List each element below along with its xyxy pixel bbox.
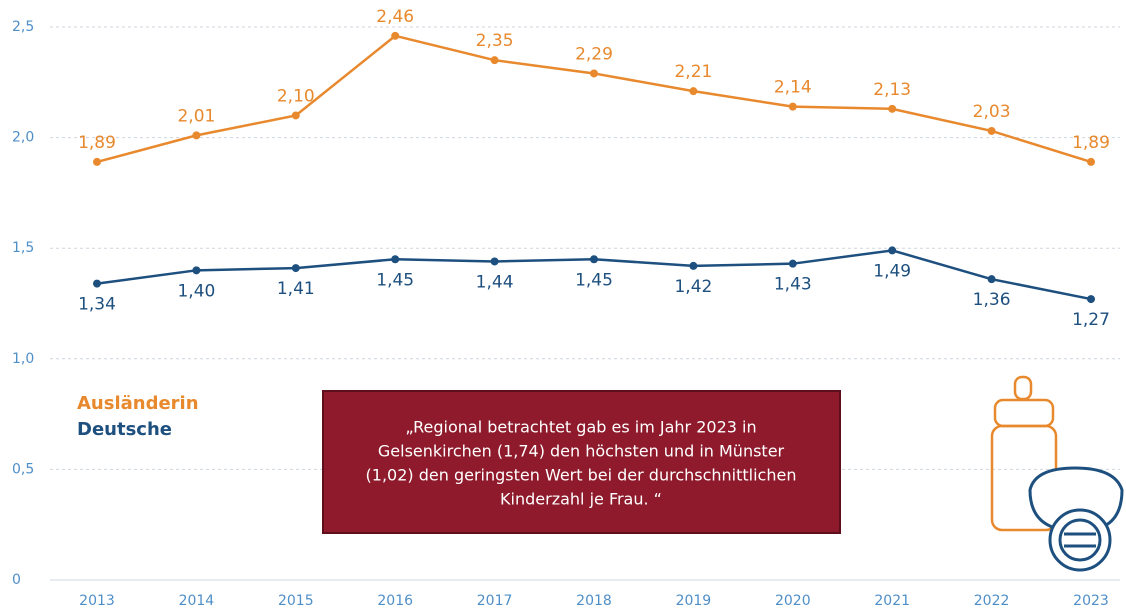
data-label: 1,42 — [674, 277, 712, 297]
data-label: 2,13 — [873, 80, 911, 100]
data-point — [689, 87, 697, 95]
x-tick-label: 2019 — [676, 593, 712, 609]
data-point — [292, 111, 300, 119]
y-tick-label: 0 — [12, 572, 21, 588]
pacifier-icon — [1030, 468, 1122, 570]
data-point — [689, 262, 697, 270]
data-point — [789, 103, 797, 111]
x-tick-label: 2020 — [775, 593, 811, 609]
data-label: 1,44 — [476, 272, 514, 292]
legend-entry: Ausländerin — [77, 393, 199, 414]
data-label: 1,45 — [575, 270, 613, 290]
x-tick-label: 2013 — [79, 593, 115, 609]
data-point — [590, 255, 598, 263]
data-point — [93, 280, 101, 288]
data-point — [988, 275, 996, 283]
data-label: 1,43 — [774, 275, 812, 295]
data-label: 1,41 — [277, 279, 315, 299]
data-point — [888, 105, 896, 113]
y-tick-label: 2,5 — [12, 19, 34, 35]
data-point — [590, 69, 598, 77]
data-label: 1,45 — [376, 270, 414, 290]
data-point — [789, 260, 797, 268]
data-label: 1,49 — [873, 261, 911, 281]
x-tick-label: 2017 — [477, 593, 513, 609]
data-point — [1087, 295, 1095, 303]
data-point — [192, 266, 200, 274]
chart: 0 0,5 1,0 1,5 2,0 2,5 2013 2014 2015 2016 2017 2018… — [0, 0, 1126, 610]
data-point — [391, 255, 399, 263]
data-point — [391, 32, 399, 40]
data-label: 2,14 — [774, 78, 812, 98]
x-tick-label: 2014 — [179, 593, 215, 609]
data-label: 1,36 — [973, 290, 1011, 310]
y-tick-label: 1,5 — [12, 240, 34, 256]
data-label: 2,10 — [277, 86, 315, 106]
data-label: 1,40 — [177, 281, 215, 301]
y-tick-label: 0,5 — [12, 461, 34, 477]
data-label: 2,35 — [476, 31, 514, 51]
data-point — [292, 264, 300, 272]
data-point — [491, 56, 499, 64]
data-label: 2,46 — [376, 7, 414, 27]
data-label: 1,34 — [78, 295, 116, 315]
data-point — [888, 246, 896, 254]
y-tick-label: 2,0 — [12, 130, 34, 146]
annotation-text: Kinderzahl je Frau. “ — [500, 490, 662, 509]
data-point — [192, 131, 200, 139]
data-label: 2,01 — [177, 106, 215, 126]
data-label: 1,27 — [1072, 310, 1110, 330]
x-tick-label: 2021 — [874, 593, 910, 609]
data-label: 1,89 — [78, 133, 116, 153]
quote-box — [323, 391, 840, 533]
data-point — [491, 257, 499, 265]
x-tick-label: 2023 — [1073, 593, 1109, 609]
data-point — [1087, 158, 1095, 166]
legend-entry: Deutsche — [77, 419, 172, 440]
annotation-text: Gelsenkirchen (1,74) den höchsten und in… — [378, 442, 785, 461]
x-tick-label: 2018 — [576, 593, 612, 609]
x-tick-label: 2016 — [377, 593, 413, 609]
data-label: 2,21 — [674, 62, 712, 82]
y-tick-label: 1,0 — [12, 351, 34, 367]
data-point — [93, 158, 101, 166]
data-label: 2,03 — [973, 102, 1011, 122]
annotation-text: „Regional betrachtet gab es im Jahr 2023… — [405, 418, 756, 437]
data-label: 1,89 — [1072, 133, 1110, 153]
data-label: 2,29 — [575, 44, 613, 64]
x-tick-label: 2022 — [974, 593, 1010, 609]
data-point — [988, 127, 996, 135]
x-tick-label: 2015 — [278, 593, 314, 609]
annotation-text: (1,02) den geringsten Wert bei der durch… — [366, 466, 797, 485]
